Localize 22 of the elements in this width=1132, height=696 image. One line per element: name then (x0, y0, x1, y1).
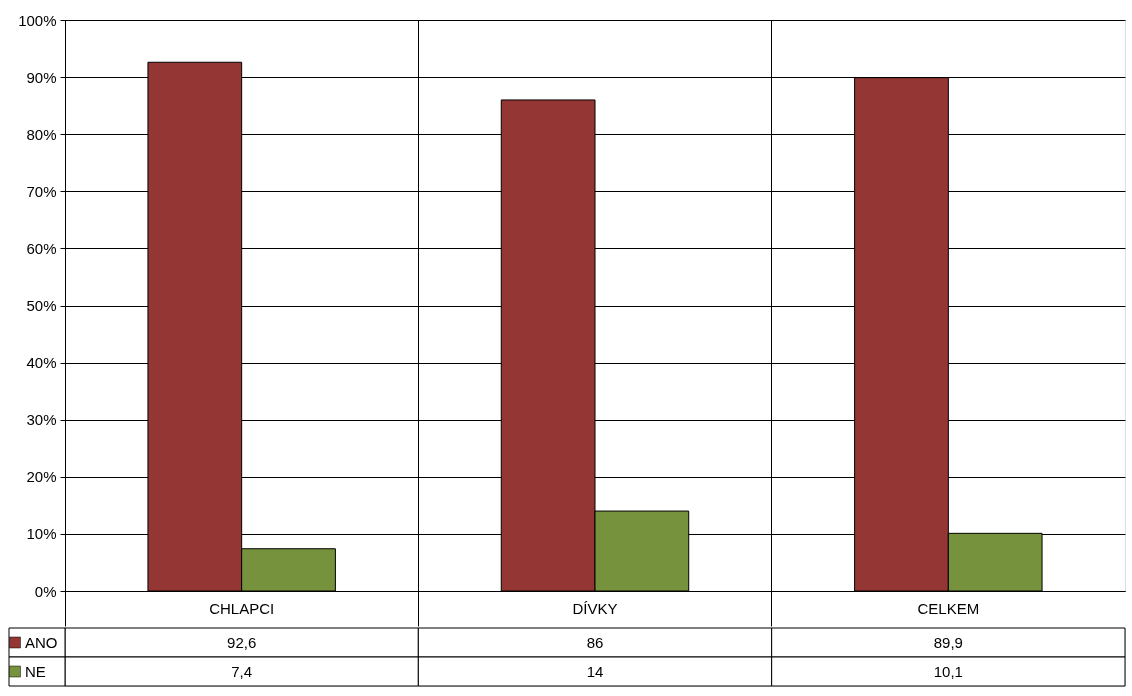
y-tick-label: 50% (26, 297, 57, 314)
y-tick-label: 10% (26, 525, 57, 543)
data-label: 7,4 (231, 662, 253, 680)
x-tick-label: CELKEM (917, 599, 980, 617)
data-label: 89,9 (933, 633, 963, 651)
y-tick-label: 60% (26, 239, 57, 257)
legend-label: NE (25, 662, 46, 680)
y-tick-label: 100% (18, 11, 57, 29)
y-tick-label: 20% (26, 468, 57, 486)
y-tick-label: 70% (26, 182, 57, 200)
data-label: 92,6 (227, 633, 257, 651)
y-tick-label: 90% (26, 68, 57, 86)
x-tick-label: CHLAPCI (209, 599, 275, 617)
x-tick-label: DÍVKY (572, 599, 618, 617)
y-tick-label: 80% (26, 125, 57, 143)
y-tick-label: 0% (34, 582, 57, 600)
data-label: 86 (586, 633, 604, 651)
y-tick-label: 30% (26, 411, 57, 429)
data-label: 10,1 (933, 662, 963, 680)
legend-label: ANO (25, 633, 58, 651)
y-tick-label: 40% (26, 354, 57, 372)
data-label: 14 (586, 662, 604, 680)
